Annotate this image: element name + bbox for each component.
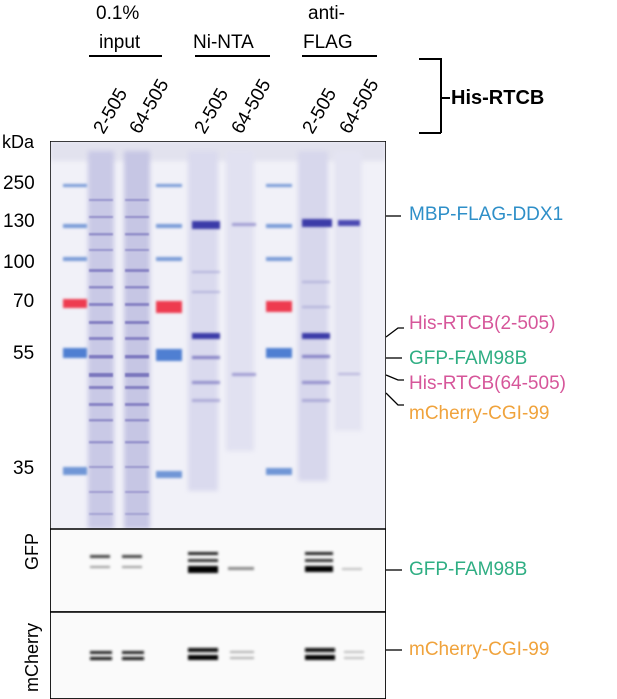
marker-100: 100	[3, 252, 35, 273]
lane-label-anti-flag-2-505: 2-505	[298, 84, 342, 138]
marker-unit-label: kDa	[2, 132, 35, 152]
group-underline-input	[89, 55, 162, 57]
group-underline-anti-flag	[302, 55, 377, 57]
lane-label-input-64-505: 64-505	[125, 75, 174, 138]
bracket-vertical	[440, 58, 442, 133]
marker-55: 55	[13, 343, 35, 364]
protein-label-mcherry-cgi-99: mCherry-CGI-99	[409, 403, 550, 424]
blot-target-gfp-fam98b: GFP-FAM98B	[409, 559, 528, 580]
blot-target-mcherry-cgi-99: mCherry-CGI-99	[409, 639, 550, 660]
marker-70: 70	[13, 291, 35, 312]
pulldown-lane-bands	[192, 219, 360, 402]
mcherry-blot-bands	[90, 648, 364, 660]
lane-label-input-2-505: 2-505	[89, 84, 133, 138]
protein-label-gfp-fam98b: GFP-FAM98B	[409, 348, 528, 369]
protein-label-mbp-flag-ddx1: MBP-FLAG-DDX1	[409, 204, 564, 225]
bracket-top	[419, 58, 441, 60]
blot-label-gfp: GFP	[22, 532, 42, 570]
blot-label-mcherry: mCherry	[22, 622, 42, 692]
lane-label-anti-flag-64-505: 64-505	[335, 75, 384, 138]
group-label-anti-flag-line2: FLAG	[303, 32, 353, 53]
input-lane-bands	[89, 199, 149, 515]
gel-and-blot-panels	[50, 141, 386, 699]
gfp-blot-bands	[90, 552, 362, 573]
marker-130: 130	[3, 211, 35, 232]
marker-35: 35	[13, 458, 35, 479]
group-label-anti-flag-line1: anti-	[308, 3, 345, 24]
group-label-input-line1: 0.1%	[96, 3, 140, 24]
group-underline-ni-nta	[195, 55, 270, 57]
lane-label-ni-nta-64-505: 64-505	[227, 75, 276, 138]
construct-label: His-RTCB	[451, 87, 545, 109]
group-label-ni-nta-line2: Ni-NTA	[193, 32, 254, 53]
lane-label-ni-nta-2-505: 2-505	[190, 84, 234, 138]
protein-label-his-rtcb-64-505: His-RTCB(64-505)	[409, 373, 566, 394]
bracket-bottom	[419, 132, 441, 134]
bracket-tick	[440, 97, 450, 99]
protein-label-his-rtcb-2-505: His-RTCB(2-505)	[409, 313, 556, 334]
marker-250: 250	[3, 173, 35, 194]
group-label-input-line2: input	[99, 32, 141, 53]
marker-ladder-bands	[63, 184, 292, 478]
